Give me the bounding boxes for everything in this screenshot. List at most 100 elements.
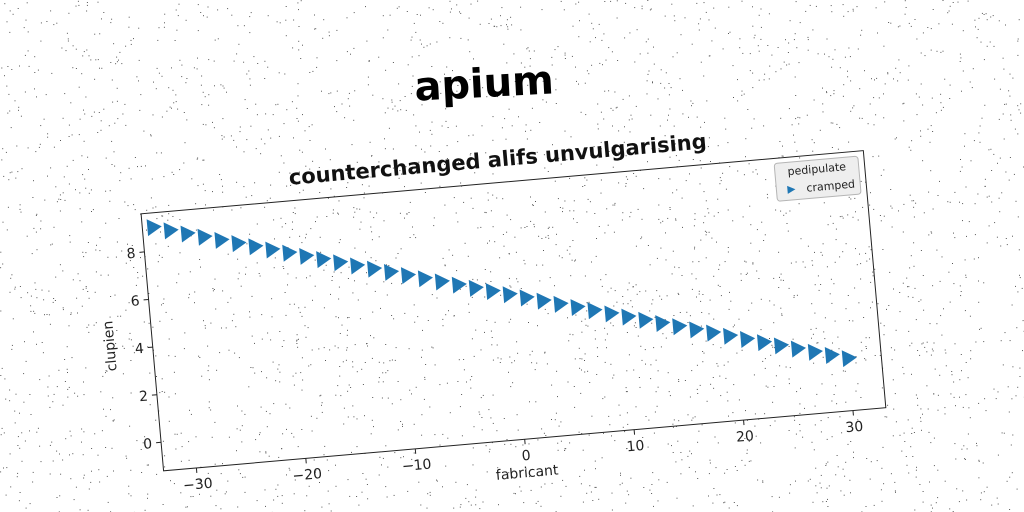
noise-dot xyxy=(955,458,957,460)
noise-dot xyxy=(266,426,268,428)
noise-dot xyxy=(571,55,573,57)
noise-dot xyxy=(459,11,460,13)
noise-dot xyxy=(50,10,52,12)
noise-dot xyxy=(622,98,624,100)
noise-dot xyxy=(746,452,748,454)
noise-dot xyxy=(699,384,701,386)
noise-dot xyxy=(647,38,649,40)
noise-dot xyxy=(704,121,705,123)
noise-dot xyxy=(796,391,798,393)
noise-dot xyxy=(92,209,94,211)
noise-dot xyxy=(852,320,854,322)
noise-dot xyxy=(212,290,214,292)
noise-dot xyxy=(289,303,291,305)
noise-dot xyxy=(113,419,115,421)
noise-dot xyxy=(635,105,637,107)
noise-dot xyxy=(430,164,432,166)
noise-dot xyxy=(398,177,400,179)
noise-dot xyxy=(826,92,828,94)
noise-dot xyxy=(256,500,258,502)
noise-dot xyxy=(953,232,954,234)
noise-dot xyxy=(883,169,885,171)
noise-dot xyxy=(503,418,505,419)
noise-dot xyxy=(125,309,127,311)
noise-dot xyxy=(20,115,22,117)
noise-dot xyxy=(908,65,910,67)
noise-dot xyxy=(387,397,389,399)
noise-dot xyxy=(891,207,893,209)
noise-dot xyxy=(486,319,488,321)
noise-dot xyxy=(86,326,88,328)
data-point xyxy=(367,260,383,278)
noise-dot xyxy=(598,226,600,227)
noise-dot xyxy=(199,493,200,495)
noise-dot xyxy=(954,443,956,445)
noise-dot xyxy=(1001,432,1003,434)
noise-dot xyxy=(353,119,355,121)
noise-dot xyxy=(1017,291,1019,293)
noise-dot xyxy=(325,148,326,150)
noise-dot xyxy=(91,448,93,449)
noise-dot xyxy=(492,359,494,361)
noise-dot xyxy=(689,450,691,452)
noise-dot xyxy=(841,432,843,434)
noise-dot xyxy=(1003,68,1005,70)
noise-dot xyxy=(19,208,21,210)
noise-dot xyxy=(830,215,832,217)
noise-dot xyxy=(204,327,206,329)
noise-dot xyxy=(645,416,647,417)
noise-dot xyxy=(651,148,653,150)
noise-dot xyxy=(351,144,353,146)
noise-dot xyxy=(413,114,415,116)
noise-dot xyxy=(315,221,316,223)
noise-dot xyxy=(331,276,333,277)
noise-dot xyxy=(796,294,798,296)
noise-dot xyxy=(237,258,239,260)
noise-dot xyxy=(650,114,652,116)
noise-dot xyxy=(860,397,862,398)
noise-dot xyxy=(874,355,876,356)
noise-dot xyxy=(147,493,149,495)
noise-dot xyxy=(340,395,342,397)
noise-dot xyxy=(758,250,760,252)
noise-dot xyxy=(788,430,790,431)
noise-dot xyxy=(466,381,467,383)
noise-dot xyxy=(24,91,26,93)
noise-dot xyxy=(140,213,141,215)
noise-dot xyxy=(399,170,401,172)
noise-dot xyxy=(736,470,738,471)
noise-dot xyxy=(607,224,609,226)
noise-dot xyxy=(134,157,136,158)
noise-dot xyxy=(691,105,692,107)
noise-dot xyxy=(120,315,122,317)
noise-dot xyxy=(460,182,462,184)
noise-dot xyxy=(321,506,323,508)
noise-dot xyxy=(194,302,195,304)
noise-dot xyxy=(975,341,977,343)
noise-dot xyxy=(519,486,521,488)
noise-dot xyxy=(520,29,522,31)
noise-dot xyxy=(87,509,89,511)
noise-dot xyxy=(510,16,512,18)
noise-dot xyxy=(600,111,602,113)
data-point xyxy=(417,270,434,288)
noise-dot xyxy=(489,448,491,450)
noise-dot xyxy=(10,127,12,129)
noise-dot xyxy=(1,427,3,429)
noise-dot xyxy=(254,182,256,184)
noise-dot xyxy=(635,175,637,177)
axes-frame xyxy=(140,150,887,472)
noise-dot xyxy=(967,377,969,379)
noise-dot xyxy=(726,469,728,470)
noise-dot xyxy=(745,410,746,412)
noise-dot xyxy=(590,491,592,493)
noise-dot xyxy=(720,347,722,349)
noise-dot xyxy=(604,90,606,92)
noise-dot xyxy=(935,112,937,114)
noise-dot xyxy=(297,120,299,122)
noise-dot xyxy=(910,255,912,257)
noise-dot xyxy=(764,367,766,369)
noise-dot xyxy=(71,357,73,359)
data-point xyxy=(536,292,552,310)
noise-dot xyxy=(738,399,740,401)
